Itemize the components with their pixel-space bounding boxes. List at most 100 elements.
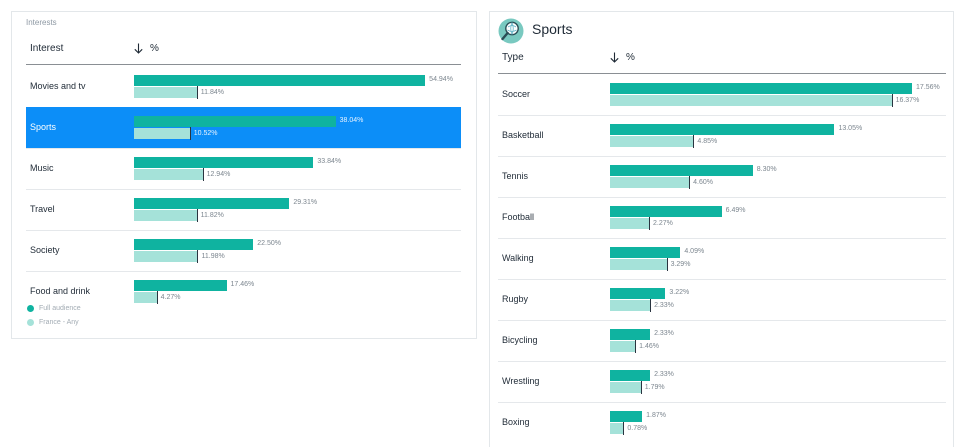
list-item[interactable]: Sports 38.04% 10.52% xyxy=(26,107,461,148)
value-full-audience: 17.56% xyxy=(916,83,940,91)
bar-france-tick xyxy=(197,249,199,263)
legend-full: Full audience xyxy=(27,305,81,312)
bar-france-any xyxy=(134,250,198,262)
value-full-audience: 38.04% xyxy=(339,116,364,124)
value-france-any: 16.37% xyxy=(895,96,920,104)
bar-france-tick xyxy=(156,290,158,304)
bar-france-any xyxy=(134,168,203,180)
legend-full-label: Full audience xyxy=(39,305,81,312)
type-column-header[interactable]: Type xyxy=(502,52,524,63)
list-item[interactable]: Movies and tv 54.94% 11.84% xyxy=(26,66,461,107)
panel-caption: Interests xyxy=(26,18,57,27)
item-label: Boxing xyxy=(502,416,530,427)
row-divider xyxy=(498,320,946,321)
value-france-any: 3.29% xyxy=(670,260,691,268)
interest-column-header[interactable]: Interest xyxy=(30,43,64,54)
bar-full-audience xyxy=(134,238,254,250)
item-label: Walking xyxy=(502,252,534,263)
item-label: Football xyxy=(502,211,535,222)
value-france-any: 2.27% xyxy=(653,219,673,227)
bar-france-tick xyxy=(202,167,204,181)
value-france-any: 11.98% xyxy=(201,252,225,260)
magnifier-globe-icon xyxy=(498,18,524,44)
item-label: Music xyxy=(30,162,54,173)
value-france-any: 11.82% xyxy=(200,211,224,219)
item-label: Food and drink xyxy=(30,285,91,296)
bar-france-any xyxy=(610,176,690,188)
list-item[interactable]: Football 6.49% 2.27% xyxy=(498,197,946,238)
list-item[interactable]: Society 22.50% 11.98% xyxy=(26,230,461,271)
bar-france-any xyxy=(134,291,157,303)
header-divider xyxy=(498,73,946,74)
item-label: Sports xyxy=(30,121,57,132)
bar-france-tick xyxy=(189,126,191,140)
bar-full-audience xyxy=(610,328,651,340)
row-divider xyxy=(26,148,461,149)
list-item[interactable]: Travel 29.31% 11.82% xyxy=(26,189,461,230)
row-divider xyxy=(26,230,461,231)
value-france-any: 1.79% xyxy=(644,383,665,391)
row-divider xyxy=(26,189,461,190)
bar-full-audience xyxy=(610,410,643,422)
list-item[interactable]: Walking 4.09% 3.29% xyxy=(498,238,946,279)
legend-france-swatch xyxy=(27,319,34,326)
item-label: Basketball xyxy=(502,129,544,140)
list-item[interactable]: Tennis 8.30% 4.60% xyxy=(498,156,946,197)
bar-full-audience xyxy=(610,369,651,381)
bar-full-audience xyxy=(134,197,290,209)
bar-full-audience xyxy=(610,205,722,217)
bar-full-audience xyxy=(134,74,426,86)
list-item[interactable]: Soccer 17.56% 16.37% xyxy=(498,74,946,115)
bar-france-any xyxy=(610,258,667,270)
legend-france: France - Any xyxy=(27,319,79,326)
list-item[interactable]: Rugby 3.22% 2.33% xyxy=(498,279,946,320)
percent-column-header[interactable]: % xyxy=(134,43,159,54)
sports-title: Sports xyxy=(532,21,573,37)
bar-france-tick xyxy=(623,421,625,435)
bar-france-any xyxy=(610,94,892,106)
row-divider xyxy=(498,279,946,280)
bar-full-audience xyxy=(134,279,227,291)
value-full-audience: 17.46% xyxy=(230,280,255,288)
list-item[interactable]: Boxing 1.87% 0.78% xyxy=(498,402,946,443)
value-full-audience: 4.09% xyxy=(684,247,705,255)
item-label: Travel xyxy=(30,203,55,214)
bar-full-audience xyxy=(134,156,314,168)
bar-full-audience xyxy=(610,164,753,176)
bar-full-audience xyxy=(610,123,835,135)
row-divider xyxy=(498,197,946,198)
value-full-audience: 2.33% xyxy=(654,329,674,337)
list-item[interactable]: Basketball 13.05% 4.85% xyxy=(498,115,946,156)
row-divider xyxy=(498,238,946,239)
percent-column-header[interactable]: % xyxy=(610,52,635,63)
row-divider xyxy=(498,115,946,116)
bar-france-tick xyxy=(196,208,198,222)
value-france-any: 2.33% xyxy=(654,301,674,309)
bar-full-audience xyxy=(610,82,913,94)
bar-france-any xyxy=(134,127,190,139)
value-france-any: 0.78% xyxy=(627,424,648,432)
item-label: Society xyxy=(30,244,60,255)
item-label: Bicycling xyxy=(502,334,538,345)
list-item[interactable]: Wrestling 2.33% 1.79% xyxy=(498,361,946,402)
list-item[interactable]: Bicycling 2.33% 1.46% xyxy=(498,320,946,361)
value-france-any: 4.27% xyxy=(160,293,181,301)
sports-panel: Sports Type % Soccer 17.56% 16.37% Basketba… xyxy=(489,11,954,447)
value-france-any: 1.46% xyxy=(639,342,659,350)
bar-france-any xyxy=(610,299,651,311)
bar-france-tick xyxy=(666,257,668,271)
list-item[interactable]: Music 33.84% 12.94% xyxy=(26,148,461,189)
value-full-audience: 33.84% xyxy=(317,157,342,165)
arrow-down-icon xyxy=(610,52,619,63)
value-full-audience: 8.30% xyxy=(756,165,777,173)
bar-full-audience xyxy=(610,246,681,258)
percent-label: % xyxy=(626,52,635,63)
interests-panel: Interests Interest % Movies and tv 54.94%… xyxy=(11,11,477,339)
legend-france-label: France - Any xyxy=(39,319,79,326)
item-label: Soccer xyxy=(502,88,531,99)
bar-france-tick xyxy=(891,93,893,107)
value-full-audience: 22.50% xyxy=(257,239,281,247)
row-divider xyxy=(498,156,946,157)
bar-france-tick xyxy=(693,134,695,148)
list-item[interactable]: Food and drink 17.46% 4.27% xyxy=(26,271,461,312)
